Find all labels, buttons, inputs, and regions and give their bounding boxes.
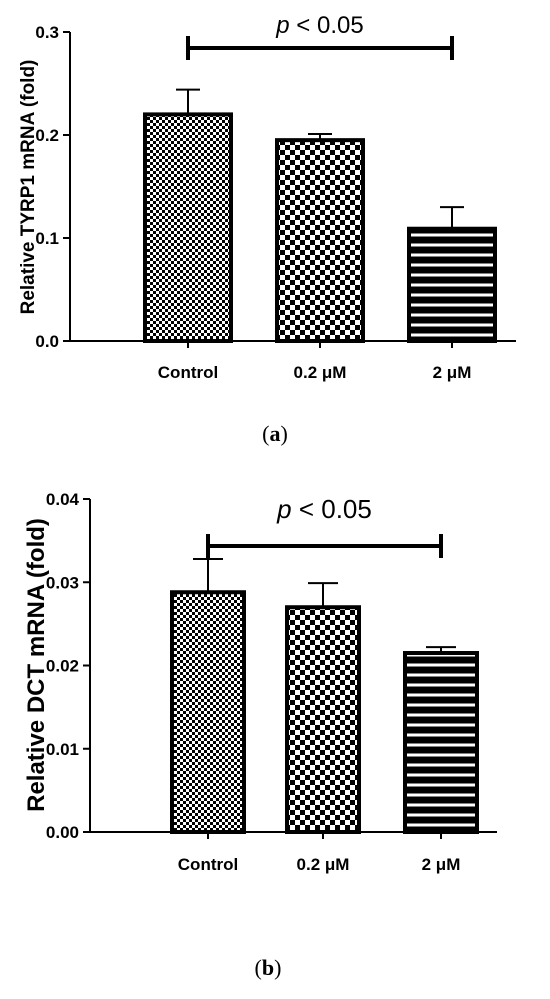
y-tick-label-0-1: 0.1 — [35, 229, 59, 248]
category-label-1-1: 0.2 μM — [297, 855, 350, 874]
y-tick-label-1-0: 0.00 — [46, 823, 79, 842]
panel-b-caption: (b) — [255, 955, 282, 980]
chart-panel-a: 0.0 0.1 0.2 0.3 Control 0.2 μM 2 μM Relative TY… — [18, 12, 516, 382]
bar-0-0 — [143, 112, 233, 344]
p-symbol-0: p — [275, 12, 289, 39]
y-tick-label-1-1: 0.01 — [46, 740, 79, 759]
category-label-0-0: Control — [158, 363, 218, 382]
bar-1-1 — [285, 605, 361, 834]
y-tick-label-1-2: 0.02 — [46, 657, 79, 676]
category-label-1-0: Control — [178, 855, 238, 874]
significance-label-1: p < 0.05 — [276, 494, 372, 524]
bar-0-1 — [275, 138, 365, 343]
chart-panel-b: 0.00 0.01 0.02 0.03 0.04 Control 0.2 μM 2 μM Rel… — [23, 490, 497, 874]
significance-label-0: p < 0.05 — [275, 12, 363, 39]
y-tick-label-1-4: 0.04 — [46, 490, 80, 509]
y-tick-label-0-2: 0.2 — [35, 126, 59, 145]
y-axis-label-1: Relative DCT mRNA (fold) — [23, 518, 50, 812]
p-symbol-1: p — [276, 494, 291, 524]
y-tick-label-1-3: 0.03 — [46, 573, 79, 592]
category-label-0-1: 0.2 μM — [294, 363, 347, 382]
p-value-0: < 0.05 — [290, 12, 364, 39]
bar-1-0 — [170, 590, 246, 834]
bar-0-2 — [407, 226, 497, 343]
panel-a-caption: (a) — [262, 421, 288, 446]
p-value-1: < 0.05 — [292, 494, 372, 524]
category-label-0-2: 2 μM — [433, 363, 472, 382]
y-axis-label-0: Relative TYRP1 mRNA (fold) — [18, 60, 39, 315]
bar-1-2 — [403, 651, 479, 835]
y-tick-label-0-3: 0.3 — [35, 23, 59, 42]
category-label-1-2: 2 μM — [422, 855, 461, 874]
y-tick-label-0-0: 0.0 — [35, 332, 59, 351]
